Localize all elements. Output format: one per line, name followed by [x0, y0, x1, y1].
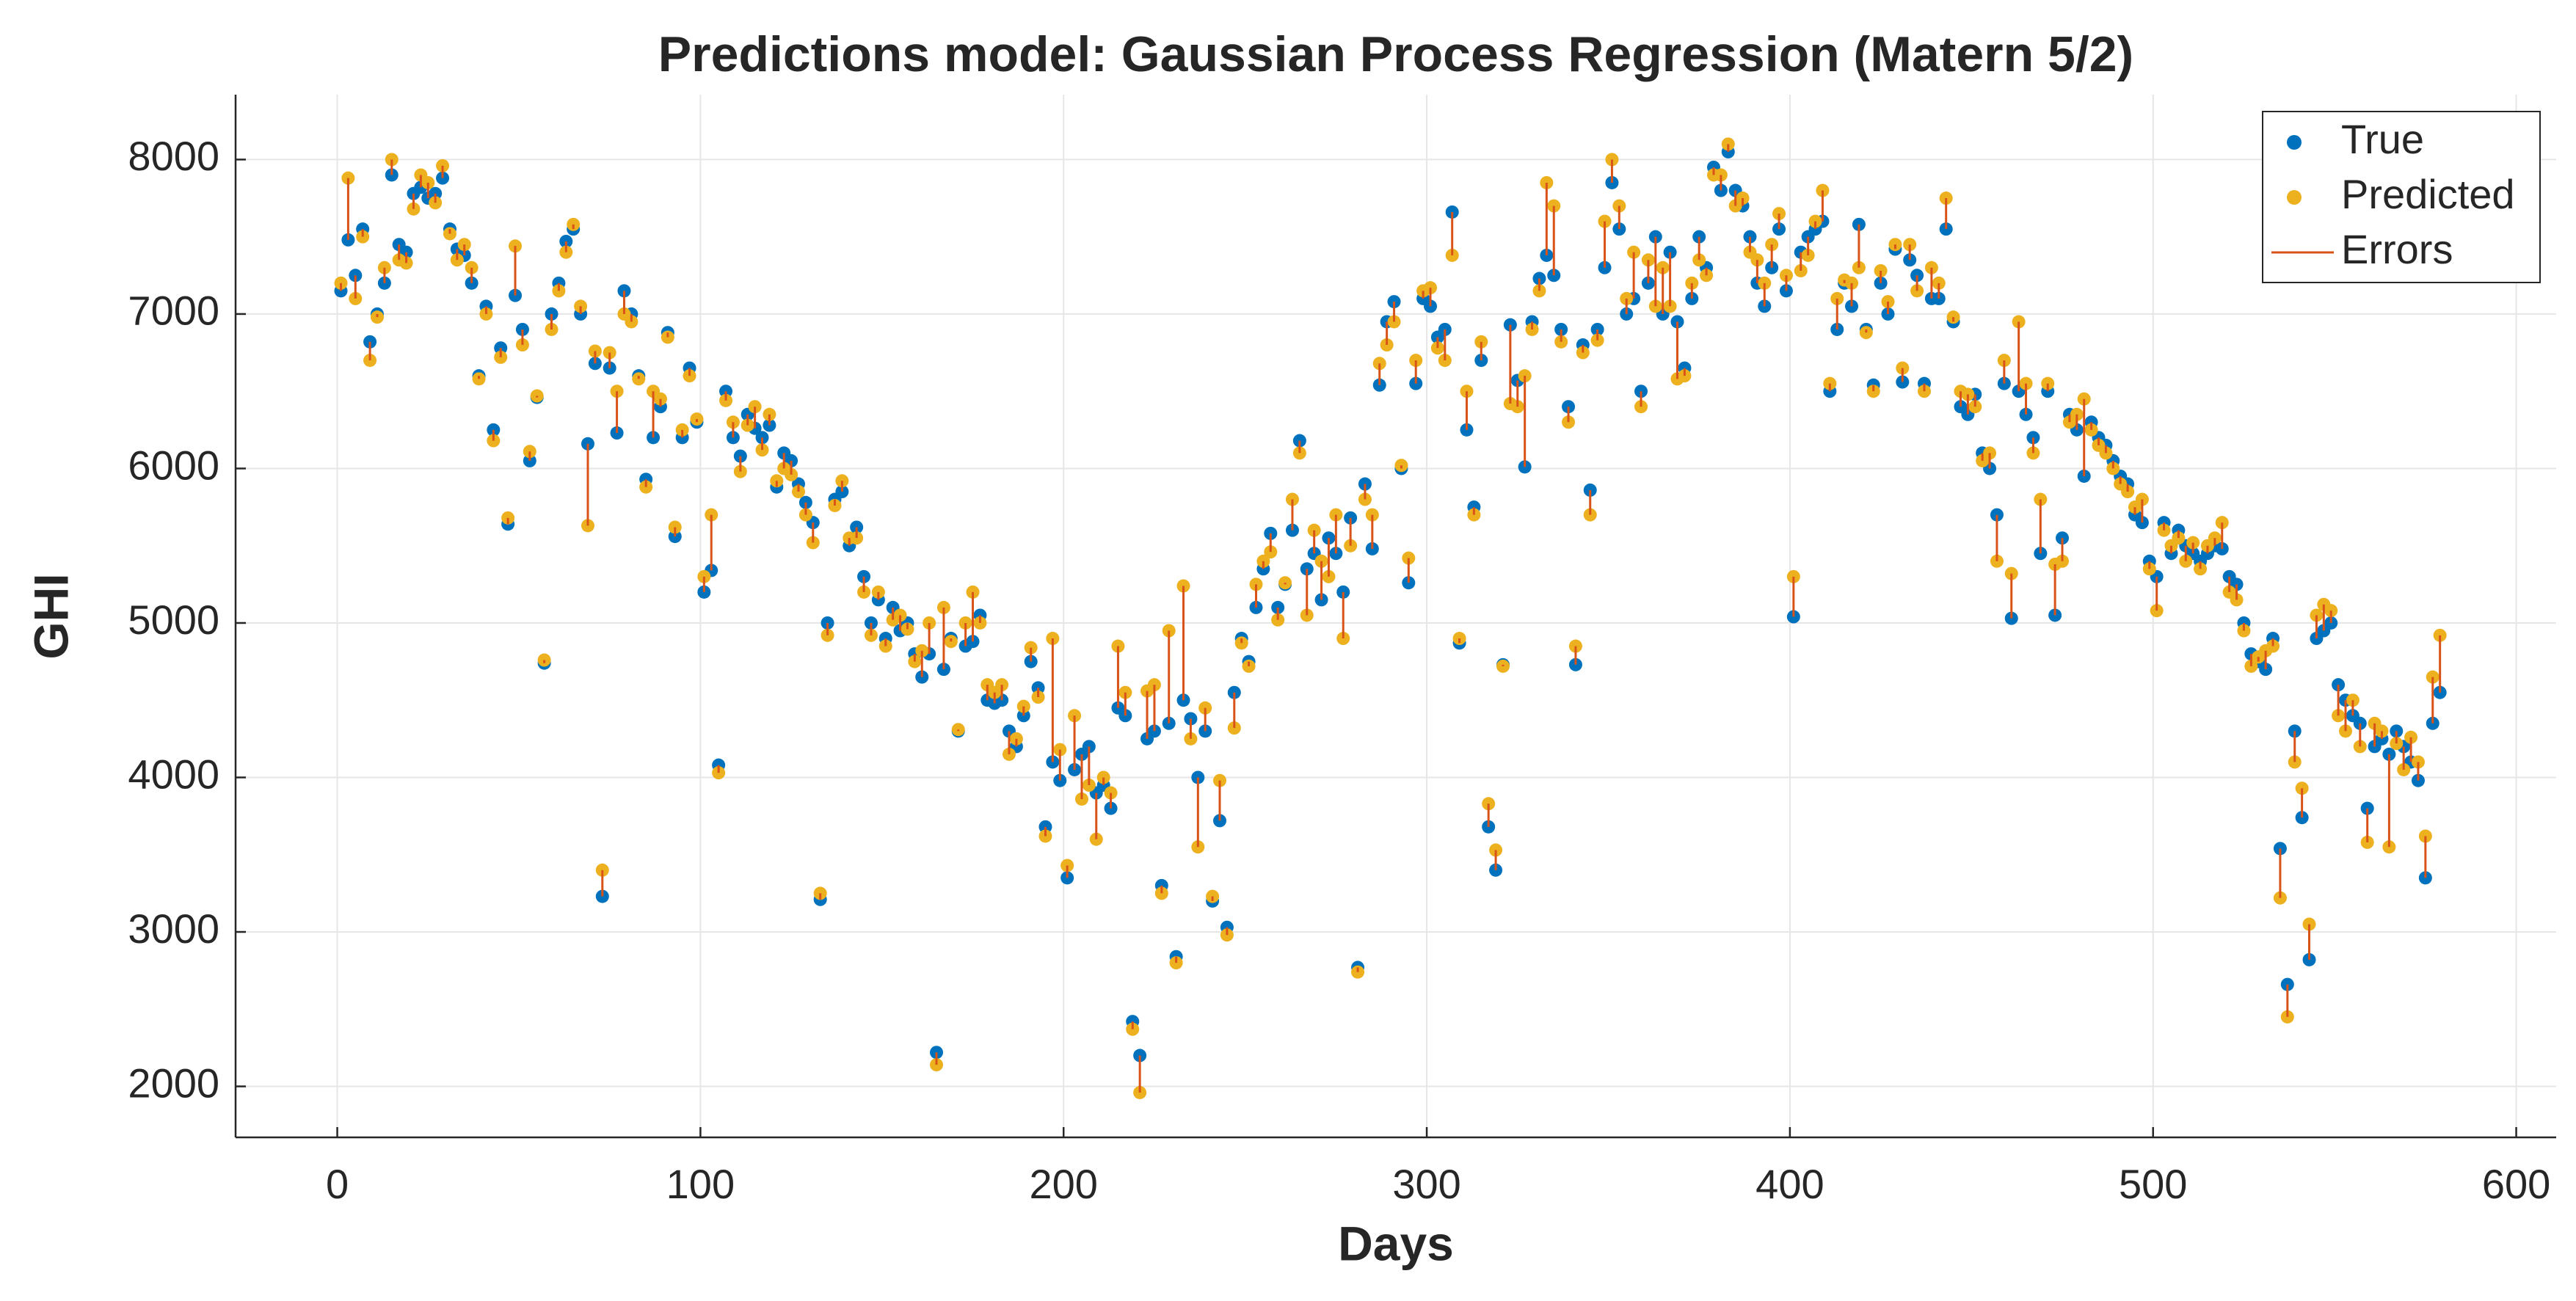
x-tick-label: 600: [2482, 1161, 2550, 1207]
y-tick-label: 6000: [128, 442, 219, 488]
point: [2353, 740, 2367, 754]
legend-label: Errors: [2341, 226, 2453, 272]
y-tick-label: 7000: [128, 288, 219, 334]
chart-title: Predictions model: Gaussian Process Regr…: [658, 26, 2133, 82]
y-tick-label: 3000: [128, 905, 219, 952]
y-axis-label: GHI: [23, 573, 78, 659]
plot-area: [334, 137, 2447, 1099]
legend-label: Predicted: [2341, 171, 2515, 217]
y-tick-label: 4000: [128, 751, 219, 797]
legend-marker: [2287, 190, 2302, 205]
grid: 0 100 200 300 400 500 600 2000 3000 4000 5000 6000 7…: [128, 95, 2556, 1207]
x-tick-label: 100: [666, 1161, 735, 1207]
point: [421, 175, 435, 189]
y-tick-label: 8000: [128, 133, 219, 179]
x-axis-label: Days: [1338, 1216, 1454, 1270]
x-tick-label: 400: [1755, 1161, 1824, 1207]
y-tick-label: 2000: [128, 1060, 219, 1106]
legend-marker: [2287, 135, 2302, 150]
x-tick-label: 0: [326, 1161, 349, 1207]
point: [1540, 175, 1554, 189]
x-tick-label: 500: [2119, 1161, 2187, 1207]
legend-label: True: [2341, 116, 2424, 162]
legend-box: [2262, 111, 2541, 283]
y-tick-label: 5000: [128, 597, 219, 643]
x-tick-label: 200: [1030, 1161, 1098, 1207]
legend: True Predicted Errors: [2262, 111, 2541, 283]
x-tick-label: 300: [1392, 1161, 1460, 1207]
